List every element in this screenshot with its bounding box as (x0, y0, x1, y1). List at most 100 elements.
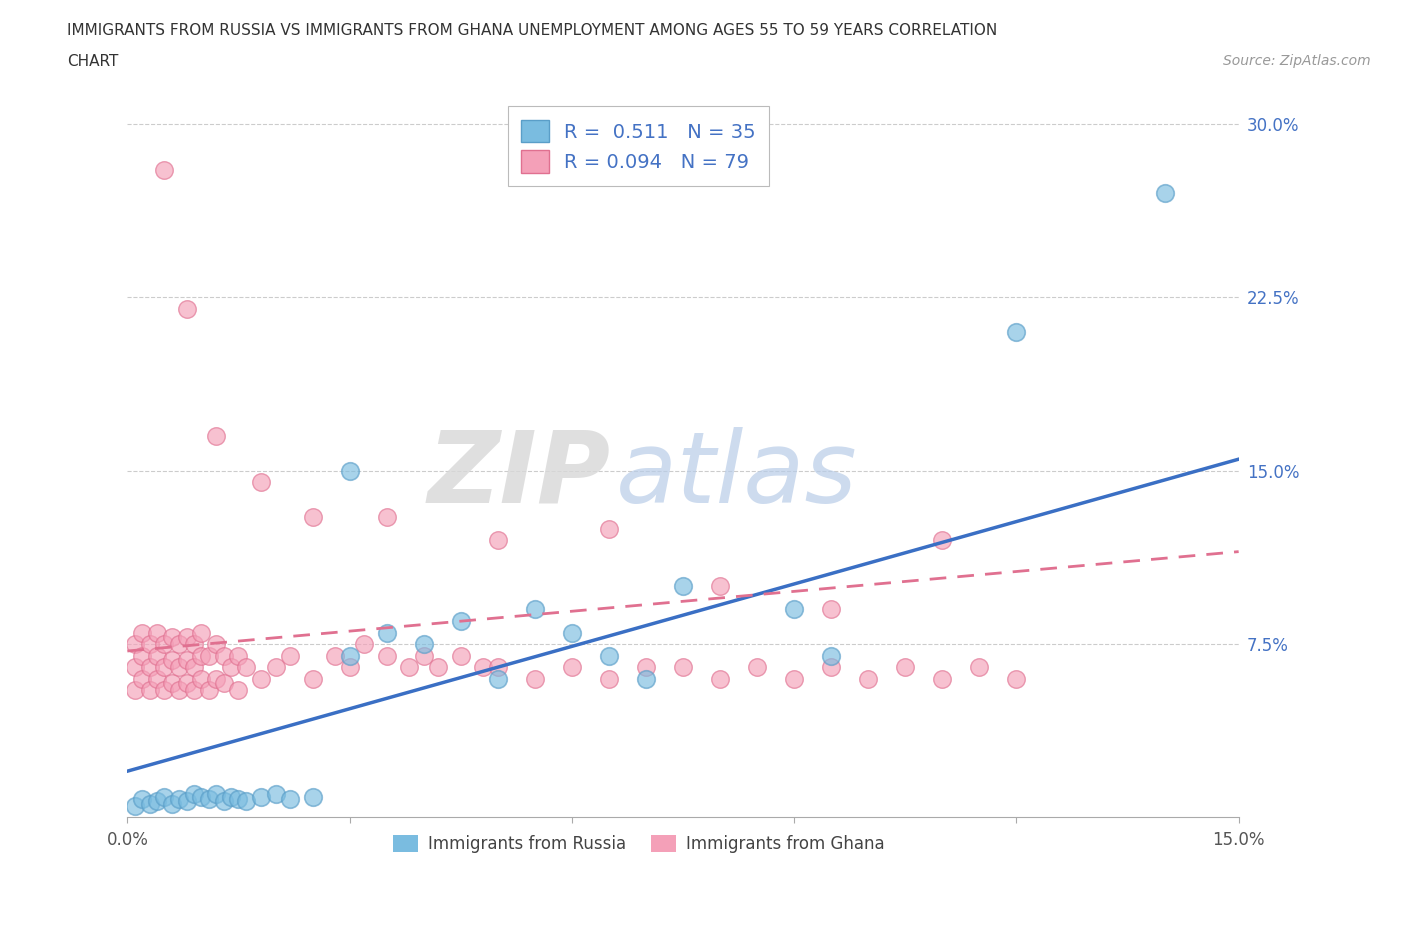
Point (398, 659, 420, 674)
Point (672, 578, 695, 593)
Point (124, 799, 146, 814)
Point (278, 791, 301, 806)
Point (190, 671, 212, 686)
Point (228, 683, 250, 698)
Point (176, 794, 198, 809)
Point (153, 163, 176, 178)
Point (138, 659, 160, 674)
Point (820, 602, 842, 617)
Point (264, 659, 287, 674)
Point (634, 671, 657, 686)
Point (894, 659, 917, 674)
Point (131, 625, 153, 640)
Point (205, 637, 228, 652)
Point (709, 671, 731, 686)
Point (160, 630, 183, 644)
Point (138, 683, 160, 698)
Point (323, 648, 346, 663)
Point (219, 790, 242, 804)
Point (486, 671, 509, 686)
Point (745, 659, 768, 674)
Point (205, 429, 228, 444)
Point (523, 671, 546, 686)
Point (931, 533, 953, 548)
Point (183, 659, 205, 674)
Point (146, 794, 169, 809)
Point (598, 648, 620, 663)
Point (471, 659, 494, 674)
Point (124, 683, 146, 698)
Point (1005, 325, 1028, 339)
Text: CHART: CHART (67, 54, 120, 69)
Text: IMMIGRANTS FROM RUSSIA VS IMMIGRANTS FROM GHANA UNEMPLOYMENT AMONG AGES 55 TO 59: IMMIGRANTS FROM RUSSIA VS IMMIGRANTS FRO… (67, 23, 998, 38)
Point (167, 637, 190, 652)
Point (672, 659, 695, 674)
Point (412, 648, 434, 663)
Point (205, 671, 228, 686)
Point (634, 659, 657, 674)
Point (190, 625, 212, 640)
Point (783, 671, 806, 686)
Point (124, 659, 146, 674)
Point (146, 648, 169, 663)
Text: Source: ZipAtlas.com: Source: ZipAtlas.com (1223, 54, 1371, 68)
Point (301, 790, 323, 804)
Point (131, 671, 153, 686)
Point (1005, 671, 1028, 686)
Point (167, 683, 190, 698)
Point (176, 653, 198, 668)
Point (820, 648, 842, 663)
Point (160, 796, 183, 811)
Point (131, 648, 153, 663)
Point (219, 659, 242, 674)
Point (183, 787, 205, 802)
Point (709, 578, 731, 593)
Point (264, 787, 287, 802)
Text: ZIP: ZIP (427, 427, 610, 524)
Point (138, 637, 160, 652)
Point (228, 791, 250, 806)
Point (160, 676, 183, 691)
Point (375, 648, 398, 663)
Point (212, 794, 235, 809)
Point (353, 637, 375, 652)
Point (205, 787, 228, 802)
Point (249, 790, 271, 804)
Point (228, 648, 250, 663)
Point (235, 794, 257, 809)
Point (450, 648, 472, 663)
Point (167, 659, 190, 674)
Point (598, 671, 620, 686)
Point (160, 653, 183, 668)
Point (153, 790, 176, 804)
Point (561, 659, 583, 674)
Point (167, 791, 190, 806)
Point (523, 602, 546, 617)
Legend: Immigrants from Russia, Immigrants from Ghana: Immigrants from Russia, Immigrants from … (387, 829, 891, 860)
Point (561, 625, 583, 640)
Point (375, 510, 398, 525)
Point (131, 791, 153, 806)
Point (124, 637, 146, 652)
Point (969, 659, 991, 674)
Point (486, 533, 509, 548)
Point (212, 648, 235, 663)
Point (858, 671, 880, 686)
Point (146, 671, 169, 686)
Point (198, 648, 221, 663)
Point (153, 659, 176, 674)
Point (598, 521, 620, 536)
Point (146, 625, 169, 640)
Point (176, 630, 198, 644)
Point (301, 671, 323, 686)
Point (931, 671, 953, 686)
Text: atlas: atlas (616, 427, 858, 524)
Point (176, 676, 198, 691)
Point (783, 602, 806, 617)
Point (450, 614, 472, 629)
Point (176, 301, 198, 316)
Point (198, 683, 221, 698)
Point (183, 683, 205, 698)
Point (339, 463, 361, 478)
Point (190, 648, 212, 663)
